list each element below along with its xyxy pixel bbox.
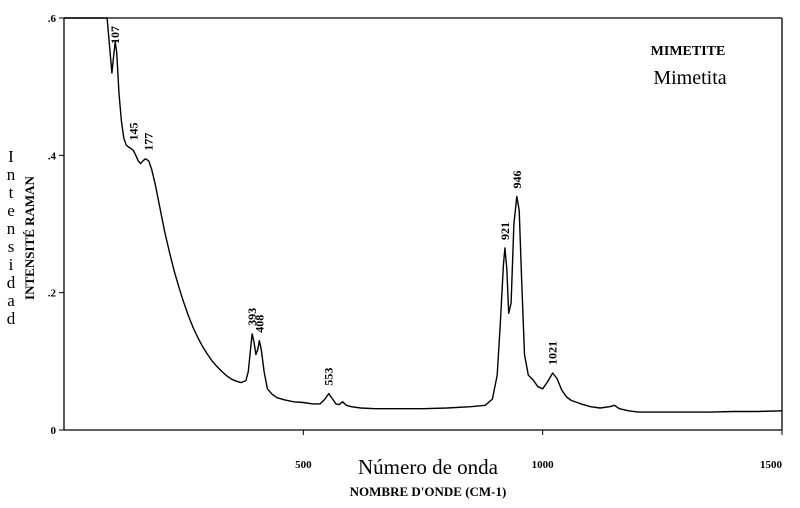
chart-title: MIMETITE <box>651 44 726 59</box>
spectrum-line <box>64 17 783 413</box>
peak-label: 107 <box>108 26 122 44</box>
x-axis-ticks: 500 1000 1500 <box>295 430 783 471</box>
x-tick-label: 1000 <box>532 459 555 471</box>
y-tick-label: 0 <box>51 425 57 437</box>
chart-subtitle: Mimetita <box>653 67 726 89</box>
peak-label: 145 <box>126 123 140 141</box>
x-tick-label: 1500 <box>760 459 783 471</box>
peak-label: 177 <box>142 133 156 151</box>
y-tick-label: .6 <box>48 13 57 25</box>
peak-label: 921 <box>498 222 512 240</box>
y-tick-label: .4 <box>48 150 57 162</box>
peak-label: 553 <box>322 368 336 386</box>
x-tick-label: 500 <box>295 459 312 471</box>
x-axis-label-es: Número de onda <box>358 455 499 479</box>
x-axis-label: NOMBRE D'ONDE (CM-1) <box>350 484 507 499</box>
peak-label: 393 <box>245 308 259 326</box>
peak-label: 946 <box>510 171 524 189</box>
peak-label: 408 <box>252 315 266 333</box>
y-axis-ticks: 0 .2 .4 .6 <box>48 13 64 437</box>
plot-frame <box>63 17 783 431</box>
peak-label: 1021 <box>546 341 560 365</box>
y-axis-label: INTENSITÉ RAMAN <box>22 175 37 299</box>
y-tick-label: .2 <box>48 288 57 300</box>
